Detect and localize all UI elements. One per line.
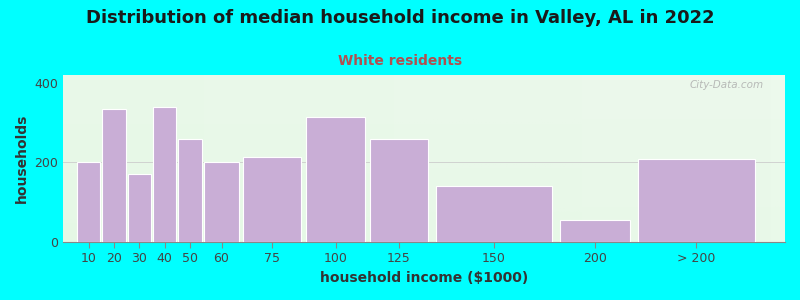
Bar (435, 186, 552, 242)
Bar (306, 117, 365, 242)
Bar (128, 174, 151, 242)
Bar (178, 139, 202, 242)
Y-axis label: households: households (15, 114, 29, 203)
Text: White residents: White residents (338, 54, 462, 68)
Bar (638, 158, 754, 242)
Text: Distribution of median household income in Valley, AL in 2022: Distribution of median household income … (86, 9, 714, 27)
Text: City-Data.com: City-Data.com (690, 80, 763, 90)
Bar (560, 220, 630, 242)
Bar (77, 163, 100, 242)
Bar (102, 109, 126, 242)
Bar (370, 139, 428, 242)
X-axis label: household income ($1000): household income ($1000) (320, 271, 528, 285)
Bar (153, 107, 176, 242)
Bar (243, 157, 302, 242)
Bar (204, 163, 239, 242)
